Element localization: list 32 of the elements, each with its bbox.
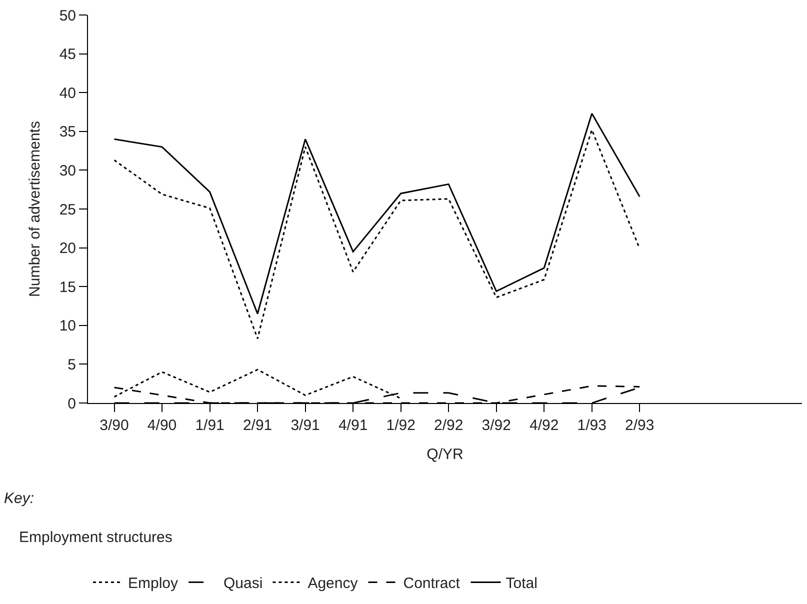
x-tick-label: 4/91 <box>338 417 368 434</box>
y-tick-label: 40 <box>59 84 76 102</box>
x-tick-label: 1/91 <box>195 417 224 434</box>
y-tick-label: 30 <box>59 162 76 180</box>
x-tick-label: 2/91 <box>242 417 272 434</box>
x-tick-label: 1/92 <box>386 417 416 434</box>
y-tick-label: 50 <box>59 7 76 24</box>
x-tick-label: 4/92 <box>530 417 559 434</box>
y-tick-label: 10 <box>59 318 76 335</box>
legend-title: Employment structures <box>19 529 172 546</box>
x-tick-label: 2/92 <box>434 417 464 434</box>
x-tick-label: 3/90 <box>100 417 129 434</box>
legend-label: Contract <box>403 575 461 592</box>
x-tick-label: 3/92 <box>482 417 511 434</box>
y-tick-label: 20 <box>59 240 76 258</box>
x-tick-label: 2/93 <box>625 417 654 434</box>
y-tick-label: 45 <box>59 46 76 64</box>
x-axis-title: Q/YR <box>426 446 464 463</box>
y-tick-label: 5 <box>68 356 76 374</box>
x-tick-label: 1/93 <box>577 417 606 434</box>
y-tick-label: 0 <box>68 395 76 412</box>
y-tick-label: 15 <box>59 278 76 296</box>
y-tick-label: 35 <box>59 124 76 141</box>
y-tick-label: 25 <box>59 201 76 218</box>
x-tick-label: 4/90 <box>147 417 177 434</box>
legend-label: Total <box>506 575 538 592</box>
legend-label: Quasi <box>224 575 263 592</box>
x-tick-label: 3/91 <box>290 417 320 434</box>
y-axis-title: Number of advertisements <box>26 121 44 297</box>
text: Key: <box>4 490 34 507</box>
legend-label: Employ <box>128 575 179 592</box>
legend-label: Agency <box>308 575 358 592</box>
